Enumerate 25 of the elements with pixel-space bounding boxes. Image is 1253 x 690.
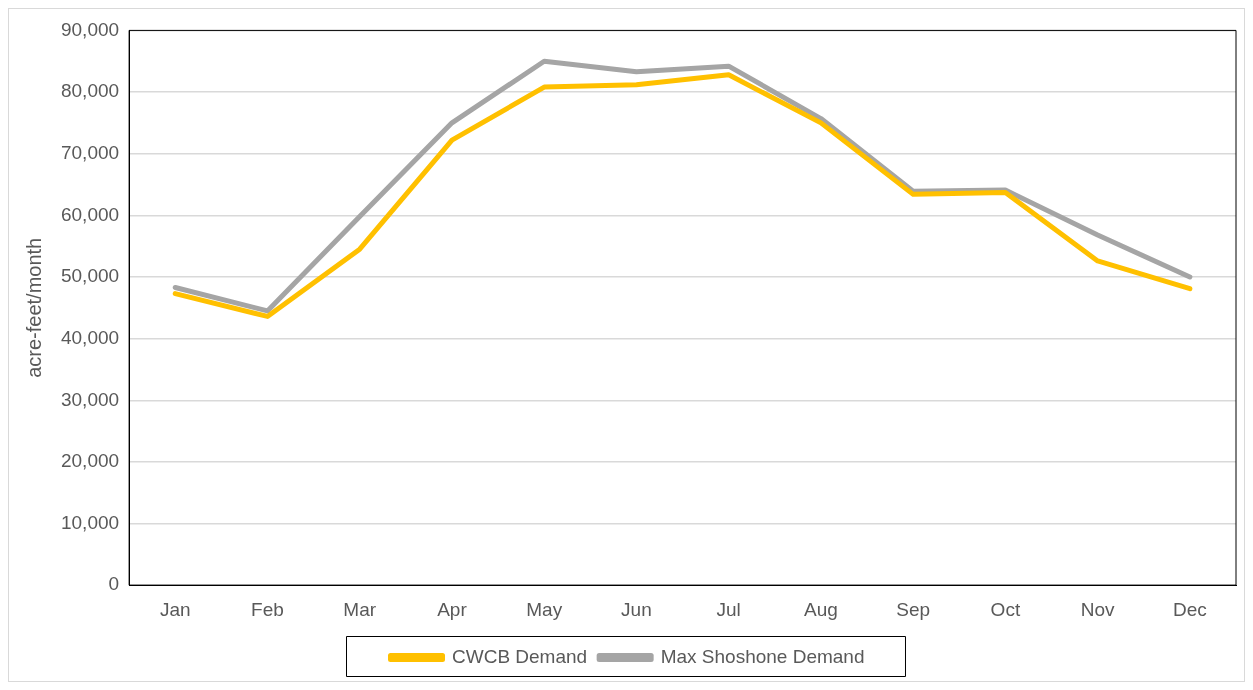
x-tick-label: Jan xyxy=(159,598,191,620)
x-tick-label: Apr xyxy=(437,598,468,620)
x-tick-label: Oct xyxy=(990,598,1021,620)
legend-label: Max Shoshone Demand xyxy=(660,645,865,667)
y-tick-label: 10,000 xyxy=(60,511,120,533)
x-tick-label: Dec xyxy=(1172,598,1207,620)
y-tick-label: 30,000 xyxy=(60,388,120,410)
x-tick-label: Jul xyxy=(716,598,741,620)
x-tick-label: May xyxy=(526,598,563,620)
y-tick-label: 70,000 xyxy=(60,141,120,163)
legend-label: CWCB Demand xyxy=(452,645,588,667)
x-tick-label: Sep xyxy=(896,598,931,620)
y-tick-label: 20,000 xyxy=(60,450,120,472)
y-tick-label: 80,000 xyxy=(60,80,120,102)
y-tick-label: 60,000 xyxy=(60,203,120,225)
x-tick-label: Jun xyxy=(621,598,652,620)
x-tick-label: Nov xyxy=(1080,598,1116,620)
x-tick-label: Feb xyxy=(251,598,284,620)
y-tick-label: 40,000 xyxy=(60,326,120,348)
x-tick-label: Aug xyxy=(804,598,838,620)
y-tick-label: 50,000 xyxy=(60,265,120,287)
y-axis-title: acre-feet/month xyxy=(22,237,45,378)
x-tick-label: Mar xyxy=(343,598,377,620)
y-tick-label: 90,000 xyxy=(60,18,120,40)
y-tick-label: 0 xyxy=(108,573,120,595)
